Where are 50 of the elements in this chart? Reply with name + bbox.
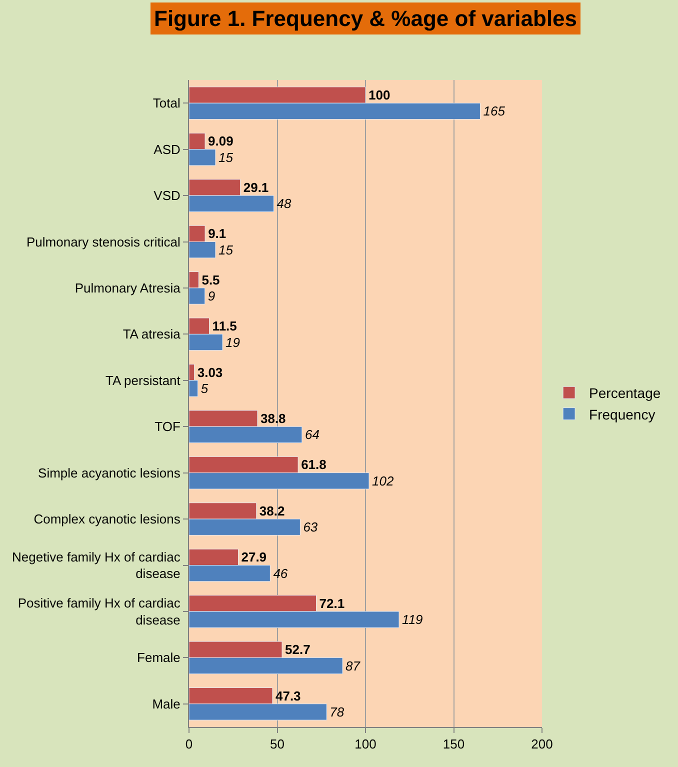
data-label: 38.2 <box>259 503 285 518</box>
data-label: 61.8 <box>301 457 326 472</box>
data-label: 27.9 <box>241 550 267 565</box>
data-label: 52.7 <box>285 642 310 658</box>
data-label: 63 <box>303 520 318 535</box>
y-tick-label: Negetive family Hx of cardiac disease <box>12 549 181 582</box>
y-tick-label: TA atresia <box>122 326 182 342</box>
data-label: 19 <box>226 334 240 350</box>
y-tick-label: Total <box>152 96 181 111</box>
data-label: 9.09 <box>208 134 234 149</box>
legend-label: Frequency <box>589 406 656 422</box>
data-label: 165 <box>483 104 506 119</box>
data-label: 3.03 <box>197 364 223 380</box>
data-label: 78 <box>330 704 345 720</box>
legend-label: Percentage <box>589 385 661 402</box>
data-label: 29.1 <box>243 180 269 195</box>
x-tick-label: 100 <box>354 736 376 752</box>
y-tick-label: TOF <box>154 419 180 434</box>
y-tick-label: Female <box>137 650 180 666</box>
x-tick-label: 0 <box>185 736 193 752</box>
data-label: 102 <box>372 473 394 488</box>
data-label: 15 <box>218 242 234 258</box>
data-label: 9.1 <box>208 226 226 242</box>
data-label: 15 <box>218 150 234 165</box>
x-tick-label: 150 <box>442 736 465 752</box>
data-label: 46 <box>273 566 288 581</box>
data-label: 100 <box>368 88 390 103</box>
y-tick-label: Pulmonary Atresia <box>74 280 182 296</box>
data-label: 47.3 <box>275 688 301 704</box>
y-tick-label: TA persistant <box>105 372 181 388</box>
y-tick-label: Complex cyanotic lesions <box>34 512 181 527</box>
y-tick-label: Male <box>152 696 180 712</box>
data-label: 48 <box>276 196 292 212</box>
x-tick-label: 50 <box>270 736 284 752</box>
chart-title: Figure 1. Frequency & %age of variables <box>154 6 578 31</box>
y-tick-label: Simple acyanotic lesions <box>38 465 181 480</box>
data-label: 38.8 <box>260 411 286 426</box>
data-label: 5.5 <box>202 272 220 288</box>
data-label: 87 <box>346 658 361 674</box>
data-label: 9 <box>208 288 216 304</box>
y-tick-label: ASD <box>154 142 180 157</box>
data-label: 119 <box>402 612 423 628</box>
data-label: 5 <box>200 380 209 396</box>
data-label: 64 <box>304 427 320 442</box>
data-label: 72.1 <box>319 596 345 611</box>
x-tick-label: 200 <box>531 736 553 752</box>
data-label: 11.5 <box>212 318 237 334</box>
y-tick-label: Pulmonary stenosis critical <box>26 234 181 250</box>
y-tick-label: VSD <box>154 188 180 204</box>
y-tick-label: Positive family Hx of cardiac disease <box>18 596 181 628</box>
